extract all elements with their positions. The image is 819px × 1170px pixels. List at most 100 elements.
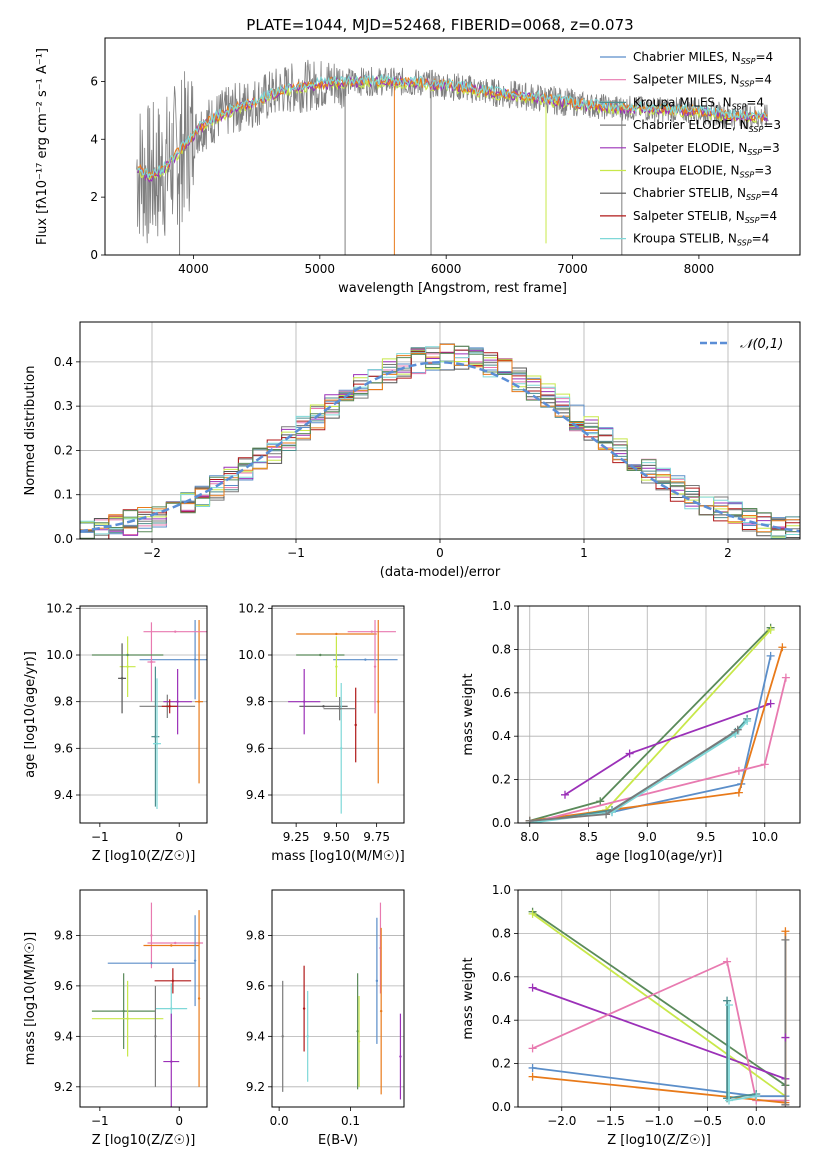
data-point [335,665,338,668]
data-point [357,1040,361,1043]
y-tick-label: 9.6 [246,741,265,755]
y-axis-label: mass [log10(M/M☉)] [23,932,38,1065]
y-tick-label: 0.0 [54,532,73,546]
y-tick-label: 0 [90,248,98,262]
plus-marker [525,816,534,823]
plot-area [136,59,769,255]
y-tick-label: 10.0 [46,648,73,662]
axes-frame [271,605,405,824]
data-point [170,1007,173,1010]
plus-marker [781,935,790,944]
y-tick-label: 4 [90,132,98,146]
data-point [197,700,201,703]
y-tick-label: 9.6 [246,979,265,993]
data-point [373,665,377,668]
data-point [354,723,357,727]
data-point [171,979,175,983]
x-tick-label: −1.5 [596,1114,625,1128]
legend-entry: Chabrier MILES, NSSP=4 [633,50,773,66]
plus-marker [766,651,775,660]
y-tick-label: 9.4 [246,788,265,802]
data-point [122,1009,125,1013]
legend-entry: Chabrier ELODIE, NSSP=3 [633,118,781,134]
x-tick-label: −2 [143,546,161,560]
data-point [399,1055,402,1058]
data-point [335,632,338,636]
mass-weight-line [532,986,786,1080]
data-point [377,700,380,703]
mass-weight-line [529,627,772,822]
data-point [340,747,343,750]
x-tick-label: 6000 [431,262,462,276]
x-tick-label: −1 [91,830,109,844]
x-tick-label: 4000 [178,262,209,276]
x-tick-label: 7000 [557,262,588,276]
x-tick-label: 8000 [684,262,715,276]
plus-marker [528,1044,537,1053]
data-point [170,944,173,947]
legend-entry: Kroupa MILES, NSSP=4 [633,95,764,111]
y-tick-label: 9.4 [54,788,73,802]
data-point [193,658,197,661]
data-point [364,658,367,661]
plus-marker [528,1063,537,1072]
data-point [155,742,159,745]
x-tick-label: 9.75 [363,830,390,844]
data-point [197,997,201,1000]
data-point [174,630,177,633]
mass-weight-line [532,913,786,1097]
y-tick-label: 0.0 [492,1100,511,1114]
legend-entry: Kroupa STELIB, NSSP=4 [633,232,769,248]
x-tick-label: 0.0 [270,1114,289,1128]
plus-marker [528,983,537,992]
y-tick-label: 9.8 [246,695,265,709]
data-point [150,961,153,965]
histogram-step-line [80,349,800,538]
x-axis-label: Z [log10(Z/Z☉)] [92,1133,196,1148]
model-fit-line [137,75,768,178]
plus-marker [725,1096,734,1105]
x-tick-label: 5000 [305,262,336,276]
plot-area [272,902,404,1100]
data-point [302,700,306,703]
legend-entry: Chabrier STELIB, NSSP=4 [633,186,778,202]
x-tick-label: −1 [91,1114,109,1128]
x-tick-label: −1.0 [644,1114,673,1128]
plus-marker [596,797,605,806]
data-point [193,959,197,962]
y-tick-label: 9.8 [54,928,73,942]
data-point [126,653,129,657]
data-point [306,1035,309,1038]
plus-marker [781,927,790,936]
data-point [302,1007,306,1010]
plus-marker [733,725,742,734]
data-point [120,677,124,680]
x-tick-label: 0 [175,830,183,844]
plus-marker [781,673,790,682]
x-tick-label: −2.0 [547,1114,576,1128]
axes-frame [104,37,801,256]
plus-marker [766,699,775,708]
x-tick-label: −0.5 [693,1114,722,1128]
y-tick-label: 0.3 [54,399,73,413]
plus-marker [625,749,634,758]
x-tick-label: 0 [436,546,444,560]
data-point [174,941,177,945]
plot-area [80,902,207,1107]
mass-weight-line [529,655,772,822]
x-axis-label: Z [log10(Z/Z☉)] [92,849,196,864]
legend-entry: Salpeter MILES, NSSP=4 [633,73,772,89]
y-tick-label: 9.4 [54,1029,73,1043]
axes-frame [517,889,801,1108]
x-axis-label: mass [log10(M/M☉)] [271,849,404,864]
y-tick-label: 9.2 [54,1080,73,1094]
plus-marker [778,643,787,652]
x-tick-label: 10.0 [751,830,778,844]
data-point [379,1009,383,1013]
plus-marker [781,1033,790,1042]
spectrum-legend: Chabrier MILES, NSSP=4 Salpeter MILES, NS… [600,50,781,248]
data-point [176,700,179,703]
y-tick-label: 0.6 [492,970,511,984]
y-axis-label: age [log10(age/yr)] [23,651,38,778]
